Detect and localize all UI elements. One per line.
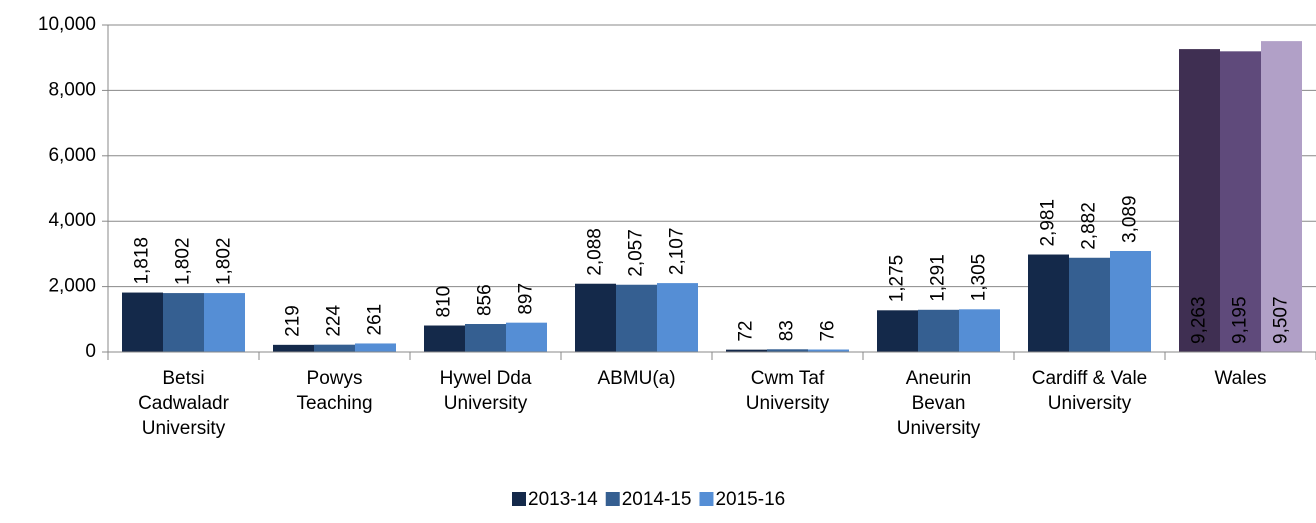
value-label: 9,507 xyxy=(1271,296,1292,344)
value-label: 3,089 xyxy=(1120,195,1141,243)
bar xyxy=(163,293,204,352)
bar xyxy=(877,310,918,352)
value-label: 2,981 xyxy=(1038,199,1059,247)
x-tick-label: ABMU(a) xyxy=(597,368,676,389)
value-label: 2,088 xyxy=(585,228,606,276)
legend-label: 2013-14 xyxy=(528,489,598,510)
y-tick-label: 10,000 xyxy=(38,14,96,35)
bar xyxy=(273,344,314,352)
bar xyxy=(575,283,616,352)
value-label: 1,818 xyxy=(132,237,153,285)
value-label: 76 xyxy=(818,320,839,341)
bar xyxy=(1028,254,1069,352)
x-tick-label: Aneurin Bevan University xyxy=(896,368,981,439)
value-label: 72 xyxy=(736,321,757,342)
value-label: 1,802 xyxy=(214,238,235,286)
x-tick-label: Hywel Dda University xyxy=(439,368,532,414)
bar xyxy=(1261,41,1302,353)
y-tick-label: 4,000 xyxy=(48,210,96,231)
value-label: 1,291 xyxy=(928,254,949,302)
legend-label: 2014-15 xyxy=(622,489,692,510)
value-label: 2,107 xyxy=(667,228,688,276)
bar xyxy=(1110,250,1151,352)
bar xyxy=(918,309,959,352)
y-tick-label: 2,000 xyxy=(48,276,96,297)
value-label: 897 xyxy=(516,283,537,315)
bar xyxy=(355,343,396,352)
value-label: 9,263 xyxy=(1189,296,1210,344)
bar xyxy=(465,324,506,352)
x-tick-label: Betsi Cadwaladr University xyxy=(138,368,229,439)
legend-swatch xyxy=(605,492,620,506)
x-tick-label: Wales xyxy=(1214,368,1267,389)
legend-swatch xyxy=(512,492,526,506)
value-label: 1,305 xyxy=(969,254,990,302)
bar xyxy=(122,292,163,352)
bar xyxy=(314,344,355,352)
value-label: 83 xyxy=(777,320,798,341)
x-tick-label: Cwm Taf University xyxy=(745,368,830,414)
value-label: 224 xyxy=(324,305,345,337)
bar xyxy=(726,349,767,352)
value-label: 219 xyxy=(283,305,304,337)
bar xyxy=(959,309,1000,352)
legend-swatch xyxy=(699,492,714,506)
y-tick-label: 0 xyxy=(85,341,96,362)
y-tick-label: 6,000 xyxy=(48,145,96,166)
value-label: 810 xyxy=(434,286,455,318)
value-label: 261 xyxy=(365,304,386,336)
x-tick-label: Powys Teaching xyxy=(296,368,373,414)
bar xyxy=(204,293,245,352)
bar xyxy=(808,349,849,352)
bar xyxy=(506,322,547,352)
legend-label: 2015-16 xyxy=(715,489,785,510)
bar xyxy=(657,283,698,352)
bar xyxy=(424,325,465,352)
value-label: 2,057 xyxy=(626,229,647,277)
bar xyxy=(767,349,808,352)
value-label: 9,195 xyxy=(1230,296,1251,344)
y-tick-label: 8,000 xyxy=(48,79,96,100)
value-label: 1,802 xyxy=(173,238,194,286)
bar xyxy=(616,284,657,352)
bar xyxy=(1220,51,1261,353)
value-label: 856 xyxy=(475,284,496,316)
value-label: 2,882 xyxy=(1079,202,1100,250)
bar xyxy=(1179,49,1220,352)
bar xyxy=(1069,257,1110,352)
value-label: 1,275 xyxy=(887,255,908,303)
x-tick-label: Cardiff & Vale University xyxy=(1031,368,1148,414)
